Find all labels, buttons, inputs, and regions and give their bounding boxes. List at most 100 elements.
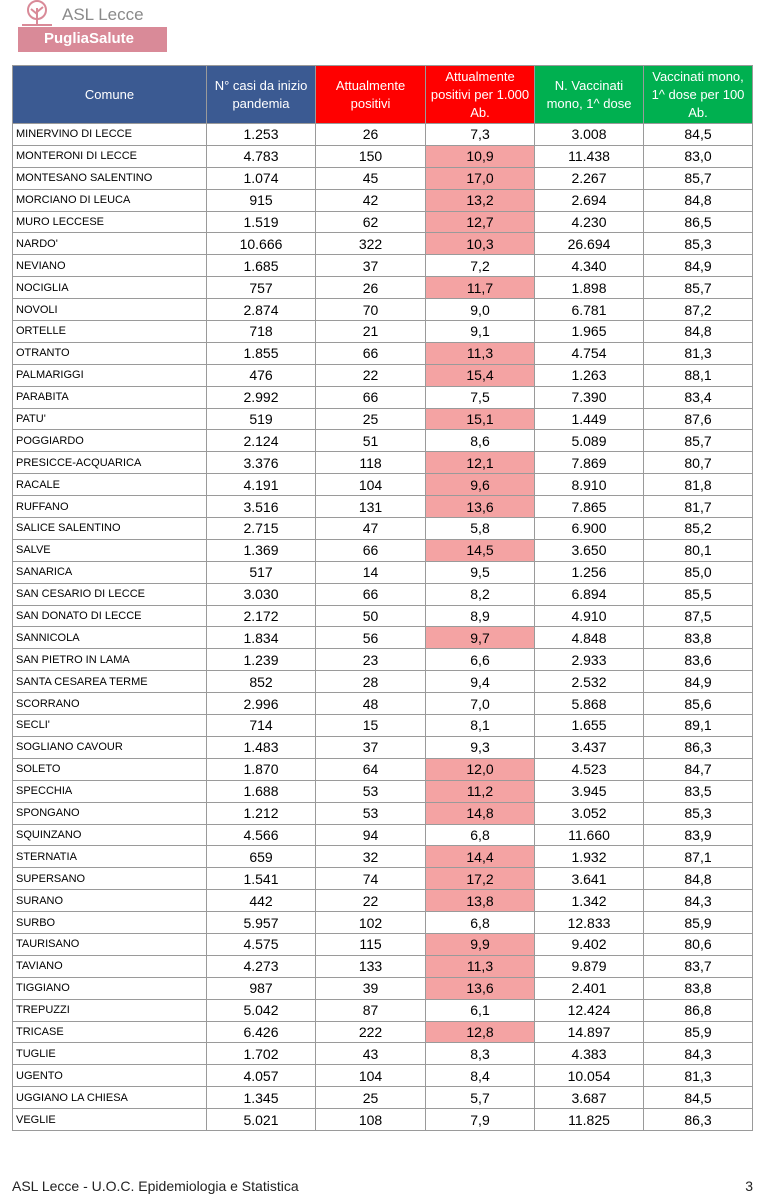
value-cell: 32	[315, 845, 426, 869]
table-row: TREPUZZI 5.042 87 6,1 12.424 86,8	[12, 998, 753, 1022]
value-cell: 43	[315, 1042, 426, 1066]
value-cell: 84,8	[643, 320, 753, 343]
table-row: TUGLIE 1.702 43 8,3 4.383 84,3	[12, 1042, 753, 1066]
value-cell: 53	[315, 801, 426, 825]
comune-cell: TRICASE	[12, 1020, 207, 1044]
value-cell: 88,1	[643, 363, 753, 387]
value-cell: 12,8	[425, 1020, 535, 1044]
value-cell: 47	[315, 517, 426, 540]
value-cell: 1.655	[534, 714, 644, 737]
value-cell: 1.256	[534, 560, 644, 584]
comune-cell: RACALE	[12, 473, 207, 497]
value-cell: 6,8	[425, 911, 535, 934]
table-row: RUFFANO 3.516 131 13,6 7.865 81,7	[12, 495, 753, 519]
value-cell: 9,0	[425, 298, 535, 322]
value-cell: 3.376	[206, 451, 316, 475]
value-cell: 11,3	[425, 341, 535, 365]
value-cell: 8,1	[425, 714, 535, 737]
value-cell: 39	[315, 976, 426, 1000]
value-cell: 1.483	[206, 735, 316, 759]
value-cell: 6,1	[425, 998, 535, 1022]
value-cell: 1.263	[534, 363, 644, 387]
value-cell: 45	[315, 166, 426, 190]
table-row: SQUINZANO 4.566 94 6,8 11.660 83,9	[12, 823, 753, 847]
comune-cell: PALMARIGGI	[12, 363, 207, 387]
header-row: Comune N° casi da inizio pandemia Attualme…	[12, 65, 753, 124]
value-cell: 6,6	[425, 648, 535, 672]
column-header: Vaccinati mono, 1^ dose per 100 Ab.	[643, 65, 753, 124]
value-cell: 987	[206, 976, 316, 1000]
comune-cell: SECLI'	[12, 714, 207, 737]
value-cell: 1.688	[206, 779, 316, 803]
value-cell: 87	[315, 998, 426, 1022]
value-cell: 2.532	[534, 670, 644, 694]
table-row: VEGLIE 5.021 108 7,9 11.825 86,3	[12, 1108, 753, 1131]
value-cell: 85,9	[643, 1020, 753, 1044]
table-row: SPECCHIA 1.688 53 11,2 3.945 83,5	[12, 779, 753, 803]
value-cell: 3.687	[534, 1086, 644, 1110]
table-row: PATU' 519 25 15,1 1.449 87,6	[12, 407, 753, 431]
value-cell: 322	[315, 232, 426, 256]
value-cell: 4.910	[534, 604, 644, 628]
value-cell: 222	[315, 1020, 426, 1044]
value-cell: 7,5	[425, 385, 535, 409]
comune-cell: POGGIARDO	[12, 429, 207, 453]
table-body: MINERVINO DI LECCE 1.253 26 7,3 3.008 84,5 MON…	[12, 123, 753, 1131]
comune-cell: VEGLIE	[12, 1108, 207, 1131]
value-cell: 1.519	[206, 210, 316, 234]
value-cell: 9,1	[425, 320, 535, 343]
value-cell: 5.089	[534, 429, 644, 453]
value-cell: 23	[315, 648, 426, 672]
value-cell: 14,5	[425, 538, 535, 562]
table-row: SOGLIANO CAVOUR 1.483 37 9,3 3.437 86,3	[12, 735, 753, 759]
table-row: RACALE 4.191 104 9,6 8.910 81,8	[12, 473, 753, 497]
value-cell: 13,6	[425, 976, 535, 1000]
value-cell: 21	[315, 320, 426, 343]
value-cell: 13,6	[425, 495, 535, 519]
value-cell: 2.996	[206, 692, 316, 716]
value-cell: 85,3	[643, 232, 753, 256]
value-cell: 85,5	[643, 582, 753, 606]
logo-tree	[22, 0, 52, 26]
table-row: NOVOLI 2.874 70 9,0 6.781 87,2	[12, 298, 753, 322]
value-cell: 14.897	[534, 1020, 644, 1044]
value-cell: 4.566	[206, 823, 316, 847]
value-cell: 84,9	[643, 254, 753, 278]
value-cell: 133	[315, 954, 426, 978]
value-cell: 1.702	[206, 1042, 316, 1066]
value-cell: 4.230	[534, 210, 644, 234]
value-cell: 1.212	[206, 801, 316, 825]
value-cell: 13,8	[425, 889, 535, 913]
value-cell: 8.910	[534, 473, 644, 497]
comune-cell: MONTERONI DI LECCE	[12, 144, 207, 168]
table-row: SURBO 5.957 102 6,8 12.833 85,9	[12, 911, 753, 934]
comune-cell: SCORRANO	[12, 692, 207, 716]
column-header: Attualmente positivi per 1.000 Ab.	[425, 65, 535, 124]
value-cell: 2.694	[534, 188, 644, 212]
value-cell: 714	[206, 714, 316, 737]
value-cell: 1.239	[206, 648, 316, 672]
value-cell: 1.342	[534, 889, 644, 913]
value-cell: 7.390	[534, 385, 644, 409]
comune-cell: NOCIGLIA	[12, 276, 207, 300]
value-cell: 104	[315, 1064, 426, 1088]
value-cell: 26	[315, 276, 426, 300]
table-row: PALMARIGGI 476 22 15,4 1.263 88,1	[12, 363, 753, 387]
value-cell: 7,2	[425, 254, 535, 278]
value-cell: 26	[315, 123, 426, 146]
value-cell: 25	[315, 407, 426, 431]
value-cell: 12.424	[534, 998, 644, 1022]
value-cell: 87,6	[643, 407, 753, 431]
value-cell: 11,3	[425, 954, 535, 978]
value-cell: 1.541	[206, 867, 316, 891]
value-cell: 2.172	[206, 604, 316, 628]
comune-cell: SAN DONATO DI LECCE	[12, 604, 207, 628]
value-cell: 4.523	[534, 757, 644, 781]
value-cell: 74	[315, 867, 426, 891]
value-cell: 10.054	[534, 1064, 644, 1088]
value-cell: 15,1	[425, 407, 535, 431]
value-cell: 104	[315, 473, 426, 497]
value-cell: 10.666	[206, 232, 316, 256]
comune-cell: TAVIANO	[12, 954, 207, 978]
table-row: SPONGANO 1.212 53 14,8 3.052 85,3	[12, 801, 753, 825]
